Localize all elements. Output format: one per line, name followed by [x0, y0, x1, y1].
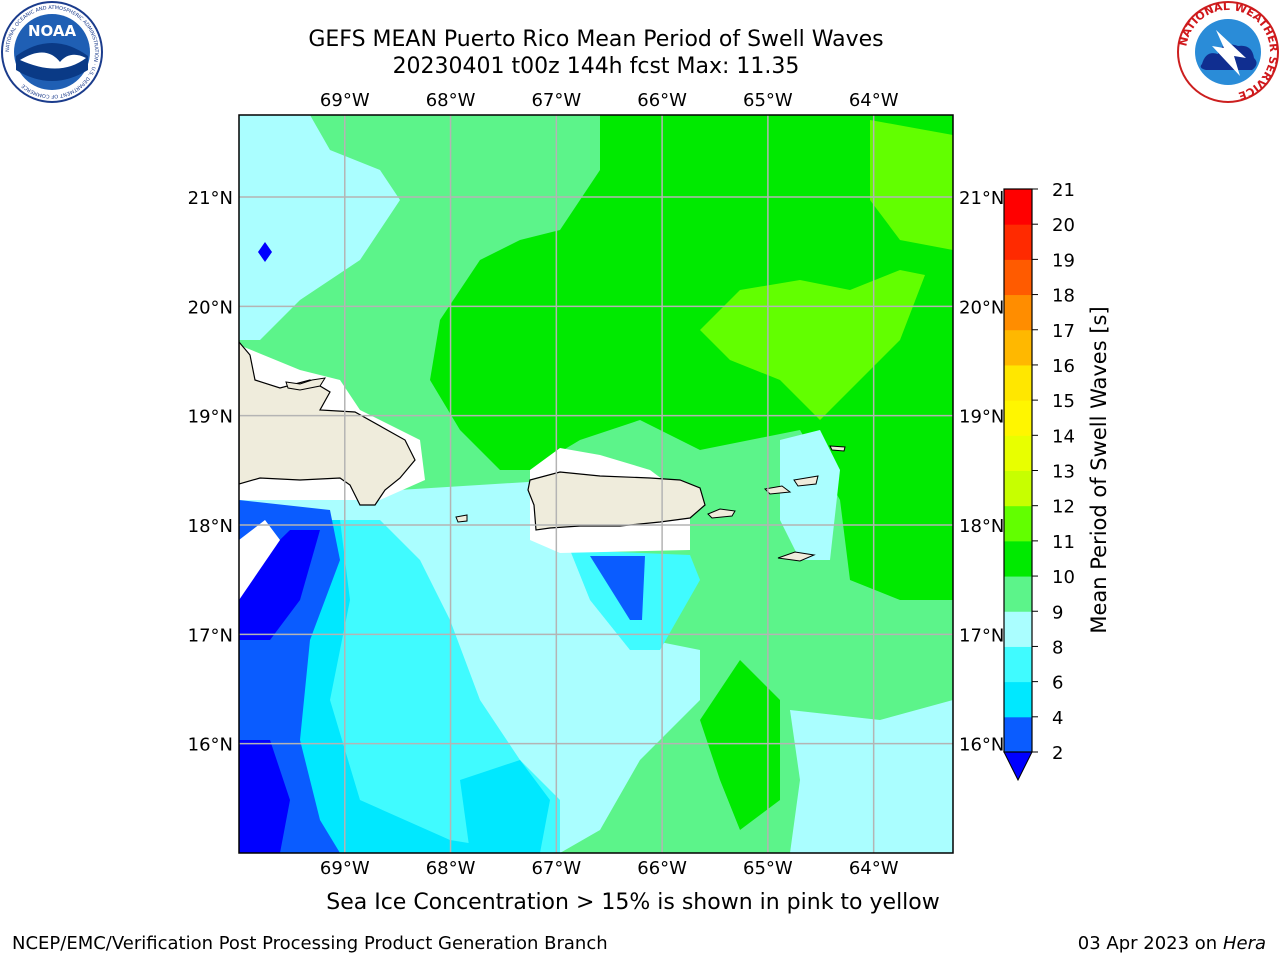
- lat-label-right: 21°N: [959, 188, 1004, 209]
- colorbar-tick-label: 20: [1052, 215, 1075, 236]
- no-data-sw-coast: [239, 520, 280, 600]
- colorbar-tick-label: 14: [1052, 426, 1075, 447]
- colorbar-tick-label: 13: [1052, 462, 1075, 483]
- colorbar-segment: [1004, 189, 1032, 225]
- colorbar-tick-label: 2: [1052, 743, 1063, 764]
- hispaniola-land: [239, 341, 416, 506]
- lon-label-bottom: 69°W: [320, 858, 370, 879]
- lat-label-right: 17°N: [959, 625, 1004, 646]
- lon-label-bottom: 67°W: [531, 858, 581, 879]
- contour-10-11-east: [430, 115, 953, 600]
- lat-label-left: 16°N: [188, 735, 233, 756]
- colorbar-segment: [1004, 505, 1032, 542]
- lon-label-top: 66°W: [637, 90, 687, 111]
- map-area: [239, 115, 953, 853]
- contour-under-2-sw: [239, 740, 290, 853]
- st-croix-island: [777, 551, 816, 562]
- colorbar-segment: [1004, 681, 1032, 718]
- colorbar-segment: [1004, 224, 1032, 260]
- contour-4-6-deep: [460, 760, 550, 853]
- colorbar-segment: [1004, 435, 1032, 471]
- colorbar-tick-label: 16: [1052, 356, 1075, 377]
- lat-label-right: 18°N: [959, 516, 1004, 537]
- anegada-island: [829, 445, 846, 452]
- lat-label-left: 18°N: [188, 516, 233, 537]
- colorbar-segment: [1004, 576, 1032, 612]
- colorbar-tick-label: 15: [1052, 391, 1075, 412]
- contour-11-12-ne: [870, 120, 953, 250]
- colorbar-tick-label: 9: [1052, 602, 1063, 623]
- colorbar-segment: [1004, 329, 1032, 366]
- lat-label-right: 19°N: [959, 407, 1004, 428]
- noaa-logo: NOAA NATIONAL OCEANIC AND ATMOSPHERIC AD…: [1, 1, 103, 103]
- colorbar-segment: [1004, 540, 1032, 577]
- contour-11-12-central: [700, 270, 925, 420]
- chart-subtitle: 20230401 t00z 144h fcst Max: 11.35: [392, 54, 800, 79]
- lon-label-bottom: 64°W: [849, 858, 899, 879]
- colorbar-tick-label: 21: [1052, 180, 1075, 201]
- contour-8-9-se: [790, 700, 953, 853]
- colorbar-under-arrow: [1003, 751, 1033, 782]
- run-date: 03 Apr 2023 on Hera: [1077, 933, 1266, 954]
- colorbar-tick-label: 18: [1052, 286, 1075, 307]
- colorbar-segment: [1004, 259, 1032, 296]
- lon-label-top: 68°W: [426, 90, 476, 111]
- lat-label-left: 17°N: [188, 625, 233, 646]
- colorbar-tick-label: 17: [1052, 321, 1075, 342]
- lat-label-left: 19°N: [188, 407, 233, 428]
- colorbar-tick-label: 10: [1052, 567, 1075, 588]
- contour-8-9-islands: [780, 430, 840, 560]
- noaa-logo-text: NOAA: [28, 22, 77, 40]
- producer-credit: NCEP/EMC/Verification Post Processing Pr…: [12, 933, 608, 954]
- map-frame: [238, 114, 954, 854]
- contour-under-2-nw: [258, 242, 272, 262]
- contour-8-9-nw: [239, 115, 400, 340]
- lon-label-bottom: 66°W: [637, 858, 687, 879]
- contour-10-11-south: [700, 660, 780, 830]
- mona-island: [455, 514, 468, 523]
- lon-label-top: 65°W: [743, 90, 793, 111]
- colorbar-segment: [1004, 470, 1032, 507]
- vieques-island: [707, 508, 736, 519]
- colorbar-tick-label: 4: [1052, 708, 1063, 729]
- colorbar-tick-label: 6: [1052, 673, 1063, 694]
- lon-label-top: 64°W: [849, 90, 899, 111]
- puerto-rico-land: [527, 471, 706, 531]
- contour-2-4-pr-south: [590, 556, 645, 620]
- lat-label-left: 21°N: [188, 188, 233, 209]
- contour-under-2: [239, 530, 320, 640]
- sea-ice-note: Sea Ice Concentration > 15% is shown in …: [326, 890, 940, 915]
- lon-label-bottom: 65°W: [743, 858, 793, 879]
- virgin-islands-east: [793, 475, 819, 487]
- colorbar-label: Mean Period of Swell Waves [s]: [1087, 306, 1111, 633]
- colorbar-tick-label: 19: [1052, 250, 1075, 271]
- colorbar-segment: [1004, 364, 1032, 401]
- graticule: [239, 115, 953, 853]
- chart-title: GEFS MEAN Puerto Rico Mean Period of Swe…: [308, 27, 884, 52]
- colorbar-tick-label: 12: [1052, 497, 1075, 518]
- colorbar: 2 4 6 8 9 10 11 12 13 14 15 16 17 18 19 20 21: [1003, 180, 1075, 782]
- colorbar-segment: [1004, 716, 1032, 753]
- axis-tick-labels: 69°W 69°W 68°W 68°W 67°W 67°W 66°W 66°W 65°W 65°W…: [188, 90, 1005, 879]
- lat-label-left: 20°N: [188, 297, 233, 318]
- lon-label-bottom: 68°W: [426, 858, 476, 879]
- lon-label-top: 69°W: [320, 90, 370, 111]
- turks-caicos-island: [285, 377, 327, 391]
- lon-label-top: 67°W: [531, 90, 581, 111]
- nws-logo: NATIONAL WEATHER SERVICE: [1176, 0, 1280, 103]
- lat-label-right: 20°N: [959, 297, 1004, 318]
- colorbar-segment: [1004, 611, 1032, 647]
- colorbar-tick-label: 11: [1052, 532, 1075, 553]
- colorbar-segment: [1004, 294, 1032, 331]
- colorbar-segment: [1004, 646, 1032, 683]
- lat-label-right: 16°N: [959, 735, 1004, 756]
- colorbar-segment: [1004, 400, 1032, 436]
- colorbar-tick-label: 8: [1052, 637, 1063, 658]
